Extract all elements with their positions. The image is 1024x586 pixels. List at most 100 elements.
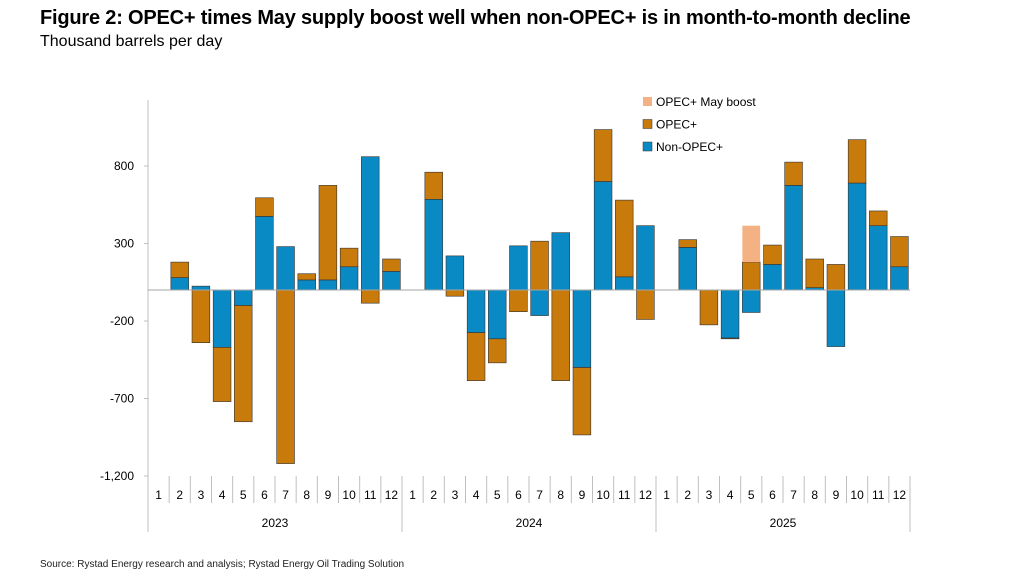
bar-opec: [234, 305, 253, 423]
bar-opec: [572, 367, 592, 436]
bar-non-opec: [572, 289, 592, 368]
bar-non-opec: [382, 271, 401, 291]
bar-non-opec: [742, 289, 761, 313]
bar-opec: [530, 240, 549, 291]
bar-non-opec: [170, 277, 189, 291]
bar-opec: [699, 289, 719, 326]
y-tick-label: -200: [110, 314, 134, 328]
bar-non-opec: [784, 185, 803, 291]
legend-label: OPEC+ May boost: [656, 95, 756, 109]
bar-non-opec: [318, 279, 338, 291]
bar-opec: [488, 338, 507, 364]
month-label: 10: [342, 488, 356, 502]
bar-non-opec: [445, 255, 465, 291]
month-label: 5: [240, 488, 247, 502]
month-label: 2: [430, 488, 437, 502]
bar-opec: [445, 289, 465, 297]
bar-opec: [297, 273, 316, 281]
month-label: 6: [261, 488, 268, 502]
bar-opec: [509, 289, 528, 313]
bar-opec: [361, 289, 380, 304]
month-label: 12: [893, 488, 907, 502]
bar-opec: [593, 129, 613, 182]
year-label: 2024: [516, 516, 543, 530]
month-label: 2: [176, 488, 183, 502]
month-label: 11: [618, 488, 631, 502]
month-label: 9: [579, 488, 586, 502]
month-label: 2: [684, 488, 691, 502]
bar-non-opec: [234, 289, 253, 306]
bar-non-opec: [847, 182, 867, 291]
bar-opec: [784, 161, 803, 186]
bar-opec: [212, 347, 232, 402]
bar-opec: [615, 199, 634, 278]
month-label: 1: [663, 488, 670, 502]
bar-opec: [318, 185, 338, 281]
bar-non-opec: [255, 216, 274, 291]
bar-non-opec: [191, 285, 211, 291]
month-label: 9: [325, 488, 332, 502]
bar-opec: [869, 210, 888, 226]
bar-opec: [826, 264, 846, 291]
bar-opec: [805, 258, 824, 288]
bar-non-opec: [530, 289, 549, 316]
month-label: 7: [536, 488, 543, 502]
bar-non-opec: [297, 279, 316, 291]
month-label: 4: [219, 488, 226, 502]
month-label: 3: [452, 488, 459, 502]
bar-opec: [636, 289, 655, 320]
bar-opec: [551, 289, 570, 381]
chart-subtitle: Thousand barrels per day: [40, 33, 223, 50]
bar-opec: [466, 332, 486, 381]
bar-opec: [382, 258, 401, 272]
bar-opec: [339, 247, 359, 268]
bar-non-opec: [551, 232, 570, 291]
month-label: 8: [557, 488, 564, 502]
month-label: 3: [198, 488, 205, 502]
legend-swatch: [642, 119, 653, 129]
bar-non-opec: [763, 264, 782, 291]
bar-non-opec: [276, 246, 295, 291]
month-label: 5: [494, 488, 501, 502]
month-label: 1: [409, 488, 416, 502]
y-tick-label: 300: [114, 237, 134, 251]
source-note: Source: Rystad Energy research and analy…: [40, 559, 405, 570]
y-tick-label: -1,200: [100, 469, 134, 483]
bar-opec: [847, 139, 867, 184]
bar-non-opec: [488, 289, 507, 340]
month-label: 12: [385, 488, 399, 502]
bar-non-opec: [339, 266, 359, 291]
bar-non-opec: [593, 181, 613, 291]
month-label: 4: [727, 488, 734, 502]
bar-opec: [191, 289, 211, 344]
month-label: 7: [282, 488, 289, 502]
year-label: 2025: [770, 516, 797, 530]
month-label: 10: [596, 488, 610, 502]
bar-non-opec: [678, 247, 697, 291]
month-label: 9: [833, 488, 840, 502]
year-label: 2023: [262, 516, 289, 530]
y-tick-label: -700: [110, 392, 134, 406]
bar-opec: [742, 261, 761, 291]
month-label: 6: [769, 488, 776, 502]
bar-may-boost: [742, 225, 761, 263]
month-label: 11: [872, 488, 885, 502]
bar-opec: [678, 239, 697, 248]
month-label: 8: [811, 488, 818, 502]
month-label: 3: [706, 488, 713, 502]
month-label: 4: [473, 488, 480, 502]
legend-swatch: [642, 141, 653, 152]
month-label: 10: [850, 488, 864, 502]
legend-label: OPEC+: [656, 118, 697, 132]
bar-opec: [890, 236, 909, 268]
month-label: 5: [748, 488, 755, 502]
month-label: 6: [515, 488, 522, 502]
bar-opec: [255, 197, 274, 217]
bar-opec: [424, 171, 443, 200]
month-label: 1: [155, 488, 162, 502]
bar-opec: [763, 244, 782, 265]
chart-title: Figure 2: OPEC+ times May supply boost w…: [40, 7, 911, 29]
month-label: 7: [790, 488, 797, 502]
month-label: 8: [303, 488, 310, 502]
